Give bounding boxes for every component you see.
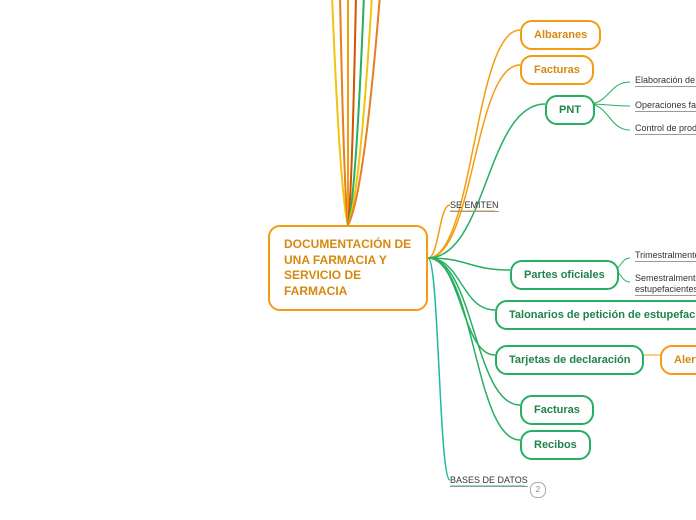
- node-pnt[interactable]: PNT: [545, 95, 595, 125]
- node-partes-oficiales[interactable]: Partes oficiales: [510, 260, 619, 290]
- section-bases-datos: BASES DE DATOS: [450, 475, 528, 487]
- node-alertas[interactable]: Alertas de f: [660, 345, 696, 375]
- count-badge[interactable]: 2: [530, 482, 546, 498]
- node-facturas-top[interactable]: Facturas: [520, 55, 594, 85]
- node-facturas-bottom[interactable]: Facturas: [520, 395, 594, 425]
- section-se-emiten: SE EMITEN: [450, 200, 499, 212]
- root-node[interactable]: DOCUMENTACIÓN DE UNA FARMACIA Y SERVICIO…: [268, 225, 428, 311]
- leaf-semestral-1: Semestralmente partes ofici: [635, 273, 696, 283]
- node-talonarios[interactable]: Talonarios de petición de estupefaciente…: [495, 300, 696, 330]
- leaf-semestral-2: estupefacientes: [635, 284, 696, 296]
- leaf-operaciones: Operaciones farmacéuticas: [635, 100, 696, 112]
- leaf-control: Control de producto: [635, 123, 696, 135]
- node-recibos[interactable]: Recibos: [520, 430, 591, 460]
- leaf-elaboracion: Elaboración de formulas farm: [635, 75, 696, 87]
- node-albaranes[interactable]: Albaranes: [520, 20, 601, 50]
- node-tarjetas[interactable]: Tarjetas de declaración: [495, 345, 644, 375]
- leaf-trimestral: Trimestralmente partes con: [635, 250, 696, 262]
